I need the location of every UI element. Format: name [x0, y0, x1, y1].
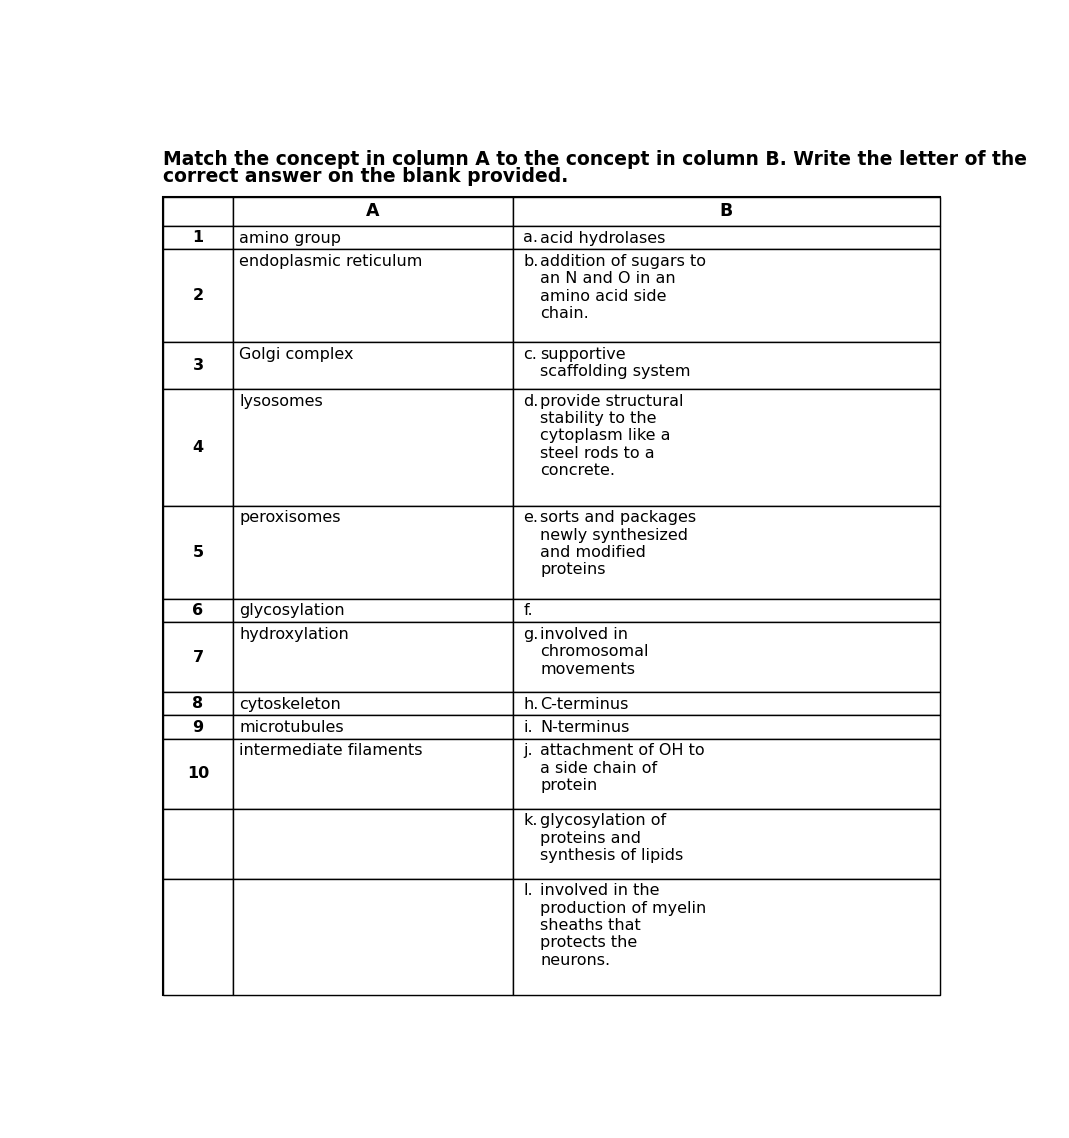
Text: hydroxylation: hydroxylation	[239, 627, 348, 642]
Text: 4: 4	[192, 439, 203, 455]
Bar	[512, 739, 940, 809]
Text: B: B	[719, 203, 732, 221]
Bar	[512, 505, 940, 599]
Text: correct answer on the blank provided.: correct answer on the blank provided.	[164, 166, 569, 185]
Text: 10: 10	[187, 766, 210, 781]
Text: involved in the
production of myelin
sheaths that
protects the
neurons.: involved in the production of myelin she…	[541, 883, 707, 967]
Text: g.: g.	[524, 627, 539, 642]
Text: peroxisomes: peroxisomes	[239, 510, 341, 526]
Bar	[164, 622, 233, 692]
Text: involved in
chromosomal
movements: involved in chromosomal movements	[541, 627, 649, 677]
Bar	[164, 599, 233, 622]
Bar	[233, 692, 512, 716]
Bar	[233, 809, 512, 879]
Text: l.: l.	[524, 883, 533, 898]
Text: j.: j.	[524, 743, 533, 758]
Text: f.: f.	[524, 603, 533, 618]
Text: a.: a.	[524, 231, 539, 246]
Text: e.: e.	[524, 510, 539, 526]
Text: Golgi complex: Golgi complex	[239, 347, 354, 362]
Text: sorts and packages
newly synthesized
and modified
proteins: sorts and packages newly synthesized and…	[541, 510, 697, 577]
Bar	[512, 343, 940, 389]
Text: glycosylation: glycosylation	[239, 603, 345, 618]
Text: k.: k.	[524, 814, 538, 828]
Bar	[233, 716, 512, 739]
Text: cytoskeleton: cytoskeleton	[239, 696, 341, 711]
Text: 1: 1	[192, 230, 203, 245]
Text: h.: h.	[524, 696, 539, 711]
Text: 9: 9	[192, 719, 203, 734]
Bar	[512, 622, 940, 692]
Text: 3: 3	[192, 358, 203, 373]
Bar	[233, 622, 512, 692]
Bar	[512, 716, 940, 739]
Bar	[233, 879, 512, 995]
Text: intermediate filaments: intermediate filaments	[239, 743, 422, 758]
Text: Match the concept in column A to the concept in column B. Write the letter of th: Match the concept in column A to the con…	[164, 150, 1027, 170]
Text: 5: 5	[192, 545, 203, 560]
Text: glycosylation of
proteins and
synthesis of lipids: glycosylation of proteins and synthesis …	[541, 814, 684, 863]
Bar	[233, 225, 512, 249]
Bar	[233, 739, 512, 809]
Text: endoplasmic reticulum: endoplasmic reticulum	[239, 254, 422, 269]
Bar	[164, 809, 233, 879]
Text: supportive
scaffolding system: supportive scaffolding system	[541, 347, 691, 379]
Bar	[233, 599, 512, 622]
Bar	[512, 197, 940, 225]
Text: C-terminus: C-terminus	[541, 696, 629, 711]
Bar	[164, 389, 233, 505]
Bar	[233, 343, 512, 389]
Text: provide structural
stability to the
cytoplasm like a
steel rods to a
concrete.: provide structural stability to the cyto…	[541, 394, 684, 478]
Bar	[233, 505, 512, 599]
Text: N-terminus: N-terminus	[541, 720, 630, 735]
Text: 8: 8	[192, 696, 203, 711]
Bar	[512, 809, 940, 879]
Text: i.: i.	[524, 720, 533, 735]
Text: attachment of OH to
a side chain of
protein: attachment of OH to a side chain of prot…	[541, 743, 706, 793]
Bar	[164, 197, 233, 225]
Bar	[512, 879, 940, 995]
Bar	[164, 879, 233, 995]
Bar	[233, 249, 512, 343]
Bar	[164, 692, 233, 716]
Text: lysosomes: lysosomes	[239, 394, 323, 409]
Text: A: A	[366, 203, 379, 221]
Bar	[164, 716, 233, 739]
Bar	[512, 389, 940, 505]
Text: b.: b.	[524, 254, 539, 269]
Text: microtubules: microtubules	[239, 720, 344, 735]
Bar	[164, 505, 233, 599]
Text: 6: 6	[192, 603, 203, 618]
Bar	[233, 389, 512, 505]
Text: acid hydrolases: acid hydrolases	[541, 231, 666, 246]
Bar	[164, 225, 233, 249]
Bar	[512, 599, 940, 622]
Bar	[164, 343, 233, 389]
Text: 7: 7	[192, 650, 203, 665]
Text: addition of sugars to
an N and O in an
amino acid side
chain.: addition of sugars to an N and O in an a…	[541, 254, 707, 321]
Bar	[512, 249, 940, 343]
Text: 2: 2	[192, 288, 203, 304]
Text: amino group: amino group	[239, 231, 341, 246]
Bar	[512, 692, 940, 716]
Bar	[512, 225, 940, 249]
Bar	[164, 739, 233, 809]
Text: c.: c.	[524, 347, 538, 362]
Text: d.: d.	[524, 394, 539, 409]
Bar	[164, 249, 233, 343]
Bar	[233, 197, 512, 225]
